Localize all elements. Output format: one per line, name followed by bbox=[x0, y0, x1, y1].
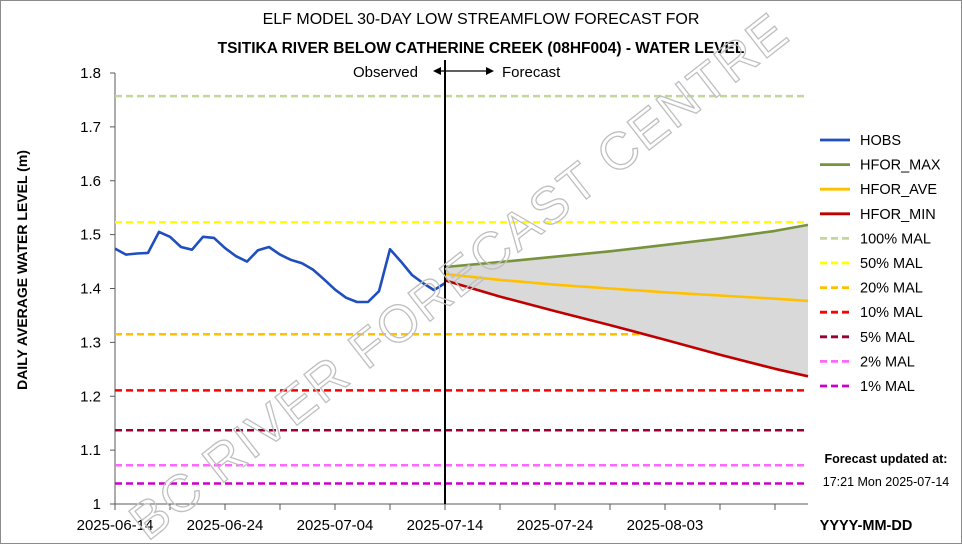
forecast-label: Forecast bbox=[502, 64, 561, 81]
y-tick-label: 1.5 bbox=[80, 227, 101, 244]
left-arrow-icon bbox=[433, 67, 441, 75]
series-line-hfor-min bbox=[444, 279, 809, 378]
y-tick-label: 1.7 bbox=[80, 119, 101, 136]
updated-time: 17:21 Mon 2025-07-14 bbox=[823, 475, 950, 489]
y-tick-label: 1.1 bbox=[80, 442, 101, 459]
legend-label: 50% MAL bbox=[860, 256, 923, 272]
chart-subtitle: TSITIKA RIVER BELOW CATHERINE CREEK (08H… bbox=[218, 40, 745, 57]
y-tick-label: 1 bbox=[93, 496, 101, 513]
legend-label: HOBS bbox=[860, 133, 901, 149]
x-tick-label: 2025-07-24 bbox=[517, 517, 594, 534]
legend-label: HFOR_AVE bbox=[860, 182, 937, 198]
legend-label: HFOR_MAX bbox=[860, 158, 941, 174]
x-tick-label: 2025-07-04 bbox=[297, 517, 374, 534]
x-tick-label: 2025-06-14 bbox=[77, 517, 154, 534]
legend-label: 2% MAL bbox=[860, 354, 915, 370]
observed-label: Observed bbox=[353, 64, 418, 81]
series-line-hobs bbox=[114, 230, 446, 304]
legend: HOBS HFOR_MAX HFOR_AVE HFOR_MIN 100% MAL 50% … bbox=[820, 133, 941, 395]
chart-title: ELF MODEL 30-DAY LOW STREAMFLOW FORECAST… bbox=[263, 11, 700, 28]
legend-label: 20% MAL bbox=[860, 281, 923, 297]
y-tick-label: 1.4 bbox=[80, 281, 101, 298]
forecast-band bbox=[445, 224, 808, 377]
y-tick-label: 1.2 bbox=[80, 388, 101, 405]
right-arrow-icon bbox=[486, 67, 494, 75]
legend-label: 100% MAL bbox=[860, 231, 931, 247]
series-line-hfor-ave bbox=[444, 272, 809, 303]
legend-label: 1% MAL bbox=[860, 379, 915, 395]
series-line-hfor-max bbox=[444, 223, 809, 269]
legend-label: 5% MAL bbox=[860, 330, 915, 346]
y-axis-title: DAILY AVERAGE WATER LEVEL (m) bbox=[14, 150, 30, 390]
x-axis-title: YYYY-MM-DD bbox=[820, 518, 913, 534]
legend-label: 10% MAL bbox=[860, 305, 923, 321]
x-tick-label: 2025-08-03 bbox=[627, 517, 704, 534]
legend-label: HFOR_MIN bbox=[860, 207, 936, 223]
updated-label: Forecast updated at: bbox=[825, 452, 948, 466]
x-tick-label: 2025-07-14 bbox=[407, 517, 484, 534]
y-tick-label: 1.3 bbox=[80, 334, 101, 351]
y-tick-label: 1.8 bbox=[80, 65, 101, 82]
x-tick-label: 2025-06-24 bbox=[187, 517, 264, 534]
y-tick-label: 1.6 bbox=[80, 173, 101, 190]
